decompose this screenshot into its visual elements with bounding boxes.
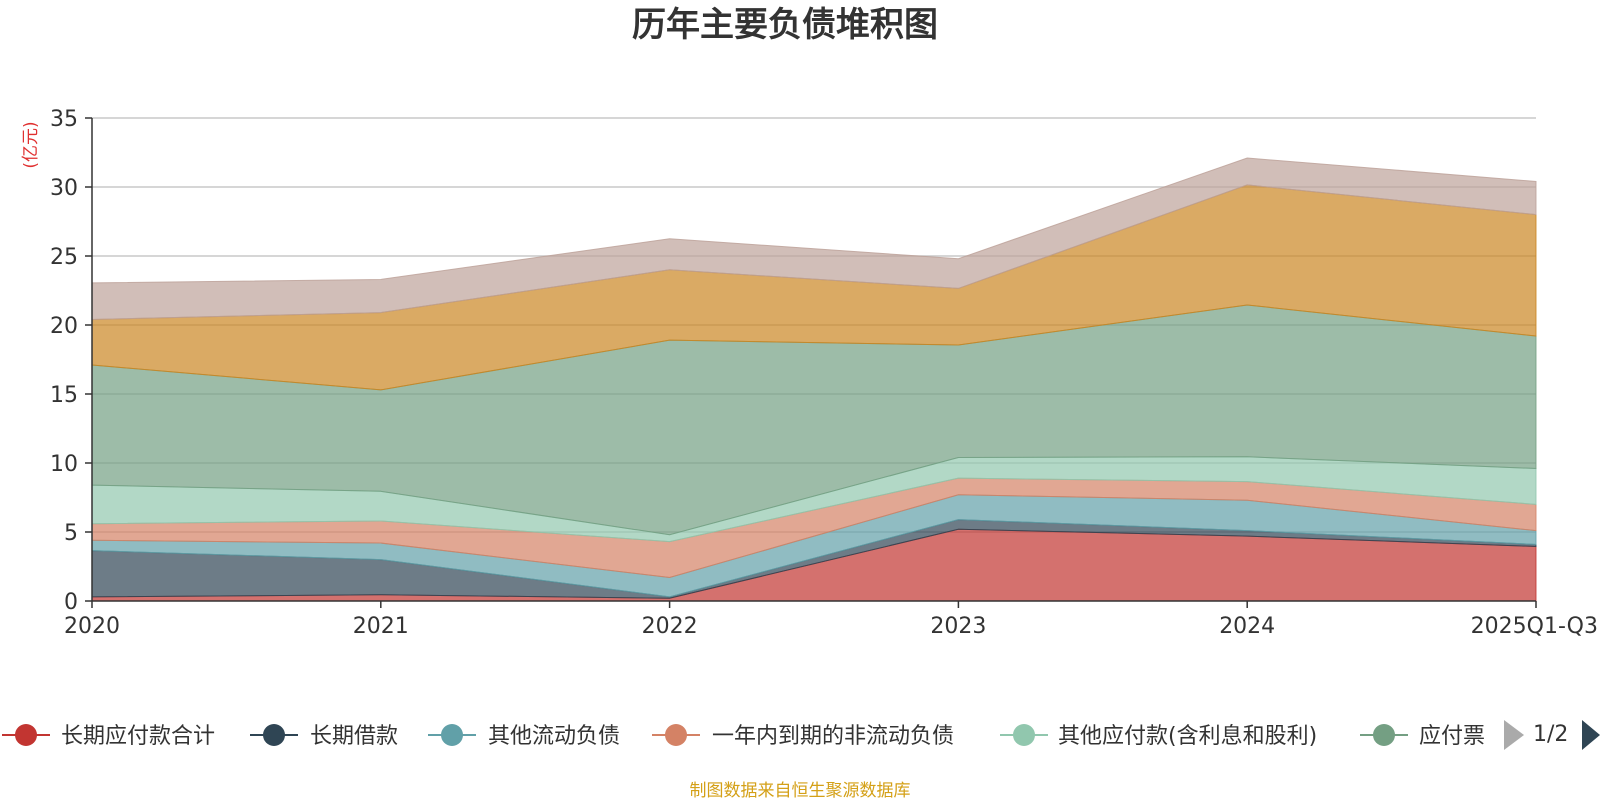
y-tick-label: 20 — [50, 314, 78, 339]
x-tick-label: 2020 — [64, 614, 120, 639]
legend-label: 一年内到期的非流动负债 — [712, 724, 954, 749]
legend-item-2[interactable]: 其他流动负债 — [428, 724, 620, 749]
legend-next-page-icon[interactable] — [1582, 720, 1600, 750]
area-series-7 — [91, 157, 1537, 320]
y-tick-label: 15 — [50, 383, 78, 408]
y-tick-label: 30 — [50, 176, 78, 201]
legend-item-5[interactable]: 应付票 — [1360, 724, 1485, 749]
legend-item-1[interactable]: 长期借款 — [250, 724, 398, 749]
y-tick-labels: 0 5 10 15 20 25 30 35 — [50, 107, 92, 615]
legend-item-4[interactable]: 其他应付款(含利息和股利) — [1000, 724, 1317, 749]
y-axis-unit-label: (亿元) — [21, 121, 41, 168]
area-series-group — [91, 157, 1537, 602]
legend-marker-icon — [263, 724, 285, 746]
legend-item-0[interactable]: 长期应付款合计 — [2, 724, 215, 749]
x-tick-label: 2025Q1-Q3 — [1471, 614, 1598, 639]
source-note: 制图数据来自恒生聚源数据库 — [690, 781, 911, 800]
x-tick-label: 2023 — [930, 614, 986, 639]
legend-marker-icon — [1013, 724, 1035, 746]
legend-label: 其他应付款(含利息和股利) — [1058, 724, 1317, 749]
x-tick-label: 2024 — [1219, 614, 1275, 639]
legend: 长期应付款合计 长期借款 其他流动负债 一年内到期的非流动负债 其他应付款(含利… — [2, 720, 1600, 750]
legend-label: 长期应付款合计 — [61, 724, 215, 749]
x-tick-labels: 2020 2021 2022 2023 2024 2025Q1-Q3 — [64, 601, 1598, 639]
legend-marker-icon — [665, 724, 687, 746]
legend-marker-icon — [441, 724, 463, 746]
legend-prev-page-icon[interactable] — [1504, 720, 1524, 750]
legend-marker-icon — [15, 724, 37, 746]
y-tick-label: 5 — [64, 521, 78, 546]
legend-label: 长期借款 — [310, 724, 398, 749]
legend-label: 其他流动负债 — [488, 724, 620, 749]
x-tick-label: 2021 — [353, 614, 409, 639]
legend-item-3[interactable]: 一年内到期的非流动负债 — [652, 724, 954, 749]
legend-label: 应付票 — [1419, 724, 1485, 749]
y-tick-label: 35 — [50, 107, 78, 132]
axes — [91, 118, 1536, 602]
legend-page-indicator: 1/2 — [1533, 722, 1568, 747]
legend-marker-icon — [1373, 724, 1395, 746]
chart-title: 历年主要负债堆积图 — [632, 5, 938, 45]
y-tick-label: 10 — [50, 452, 78, 477]
y-tick-label: 0 — [64, 590, 78, 615]
y-tick-label: 25 — [50, 245, 78, 270]
x-tick-label: 2022 — [642, 614, 698, 639]
